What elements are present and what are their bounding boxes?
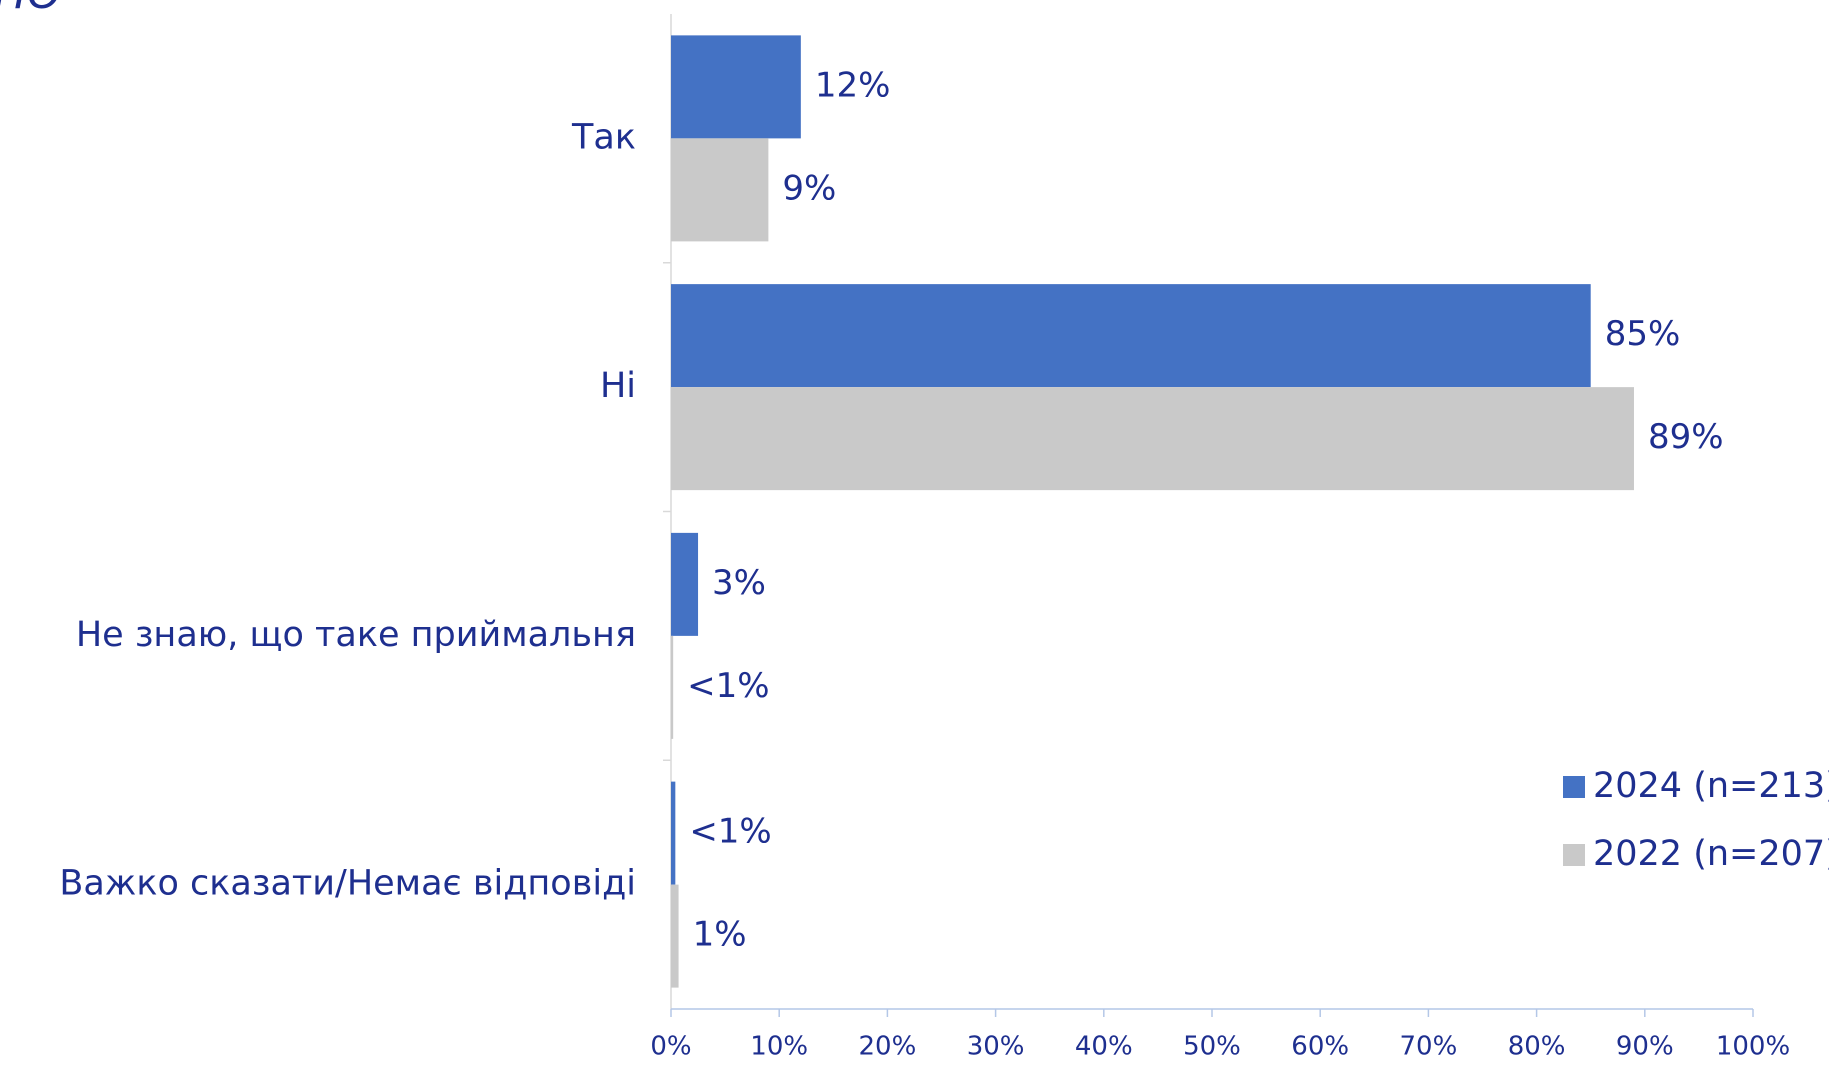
data-label: 89% — [1648, 417, 1724, 457]
data-label: 85% — [1605, 314, 1681, 354]
legend-swatch — [1563, 844, 1585, 866]
bar — [671, 387, 1634, 491]
x-tick-label: 20% — [859, 1032, 917, 1062]
y-tick-label: Так — [571, 117, 636, 157]
x-tick-label: 90% — [1616, 1032, 1674, 1062]
bar — [671, 35, 801, 139]
data-label: 1% — [693, 915, 747, 955]
bar — [671, 635, 674, 739]
bar — [671, 138, 769, 242]
y-tick-label: Ні — [600, 366, 636, 406]
y-tick-label: Важко сказати/Немає відповіді — [59, 864, 636, 904]
x-tick-label: 40% — [1075, 1032, 1133, 1062]
data-label: <1% — [689, 812, 771, 852]
bar — [671, 884, 679, 988]
x-tick-label: 100% — [1716, 1032, 1790, 1062]
bar — [671, 284, 1591, 388]
data-label: 3% — [712, 563, 766, 603]
legend-label: 2024 (n=213) — [1593, 766, 1829, 806]
x-tick-label: 10% — [750, 1032, 808, 1062]
y-tick-label: Не знаю, що таке приймальня — [76, 615, 636, 655]
chart-title: НО — [0, 0, 62, 19]
bar — [671, 781, 676, 885]
x-tick-label: 70% — [1400, 1032, 1458, 1062]
legend-swatch — [1563, 776, 1585, 798]
x-tick-label: 60% — [1291, 1032, 1349, 1062]
legend-label: 2022 (n=207) — [1593, 834, 1829, 874]
data-label: 9% — [782, 168, 836, 208]
data-label: 12% — [815, 65, 891, 105]
data-label: <1% — [687, 666, 769, 706]
x-tick-label: 50% — [1183, 1032, 1241, 1062]
x-tick-label: 80% — [1508, 1032, 1566, 1062]
bar — [671, 532, 699, 636]
x-tick-label: 30% — [967, 1032, 1025, 1062]
x-tick-label: 0% — [650, 1032, 691, 1062]
